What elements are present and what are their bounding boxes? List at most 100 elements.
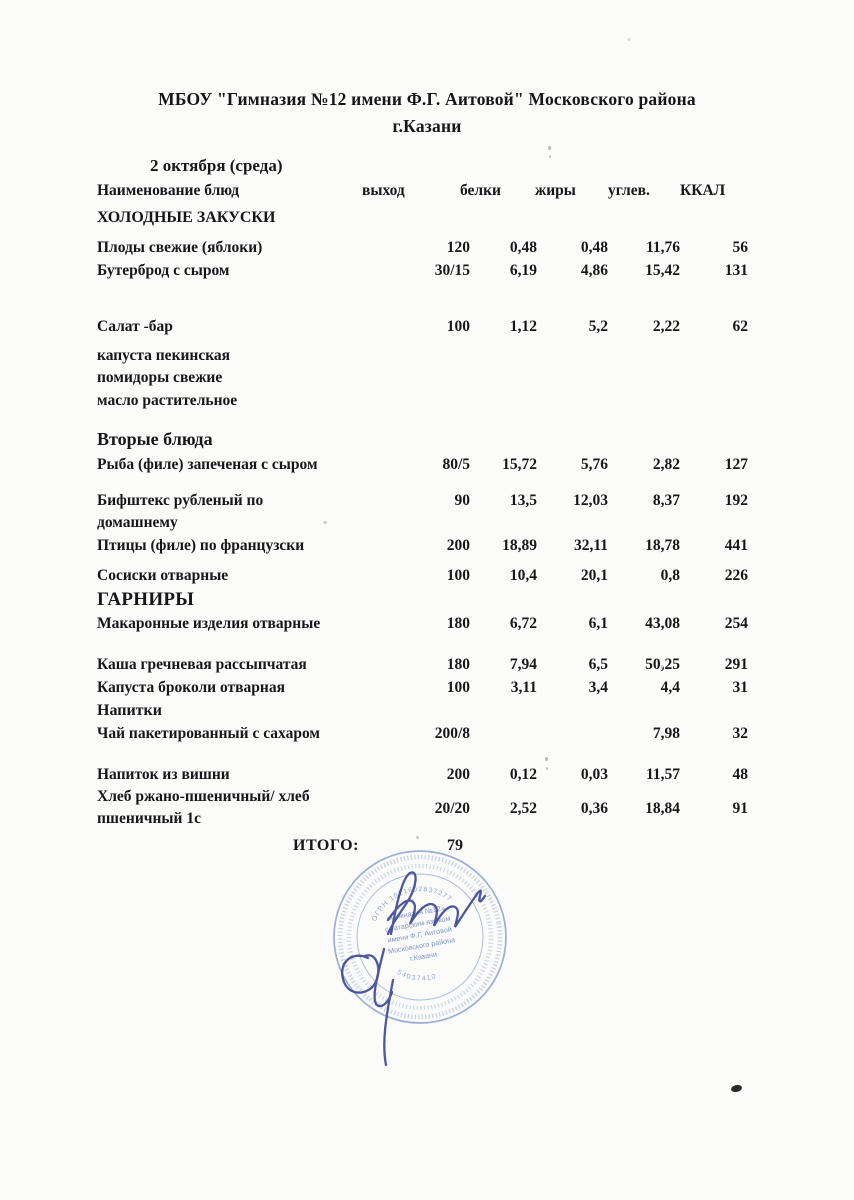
dish-fat: 0,03	[580, 766, 608, 784]
dish-kcal	[680, 426, 748, 453]
dish-fat: 12,03	[573, 492, 608, 510]
dish-out: 100	[446, 679, 470, 697]
dish-kcal: 192	[724, 492, 748, 510]
dish-name: масло растительное	[97, 391, 238, 409]
table-row: Бутерброд с сыром 30/15 6,19 4,86 15,42 …	[97, 259, 748, 282]
header-kcal: ККАЛ	[680, 182, 726, 199]
dish-name: Каша гречневая рассыпчатая	[97, 656, 307, 674]
dish-kcal: 127	[724, 456, 748, 474]
dish-protein	[470, 587, 537, 612]
dish-out: 120	[446, 239, 470, 256]
header-out: выход	[362, 182, 405, 199]
dish-carb: 0,8	[660, 567, 680, 585]
header-protein: белки	[460, 182, 501, 199]
dish-protein: 3,11	[510, 679, 537, 697]
dish-carb: 43,08	[645, 615, 680, 633]
dish-name: помидоры свежие	[97, 369, 223, 387]
scan-speck	[323, 521, 327, 524]
dish-protein: 1,12	[509, 318, 537, 335]
dish-carb	[608, 587, 680, 612]
dish-carb: 8,37	[652, 492, 680, 510]
total-value: 79	[447, 837, 463, 855]
dish-name: Капуста броколи отварная	[97, 679, 285, 697]
dish-protein: 10,4	[509, 567, 537, 585]
dish-protein: 2,52	[509, 799, 537, 817]
header-fat: жиры	[535, 182, 576, 199]
dish-out: 30/15	[434, 262, 470, 279]
dish-kcal	[680, 587, 748, 612]
dish-fat: 6,5	[588, 656, 608, 674]
dish-out: 200	[446, 766, 470, 784]
dish-carb: 11,76	[645, 239, 680, 256]
dish-protein: 6,19	[509, 262, 537, 279]
dish-out	[375, 699, 470, 722]
dish-out: 200	[446, 537, 470, 555]
dish-name: Бутерброд с сыром	[97, 262, 230, 279]
dish-carb	[608, 367, 680, 389]
dish-fat: 6,1	[588, 615, 608, 633]
stamp-graphic: ОГРН 1021602837277 «Гимназия №12» с тата…	[333, 850, 507, 1067]
dish-protein: 7,94	[509, 656, 537, 674]
scan-speck	[627, 38, 631, 41]
header-carb: углев.	[608, 182, 650, 199]
dish-fat	[537, 587, 608, 612]
dish-fat	[537, 699, 608, 722]
dish-kcal: 441	[724, 537, 748, 555]
dish-name: Сосиски отварные	[97, 567, 229, 585]
dish-kcal	[680, 345, 748, 367]
dish-protein	[470, 367, 537, 389]
dish-name: Чай пакетированный с сахаром	[97, 725, 320, 743]
table-row: Капуста броколи отварная 100 3,11 3,4 4,…	[97, 676, 748, 699]
dish-fat	[537, 206, 608, 229]
table-row: масло растительное	[97, 390, 748, 412]
dish-out: 90	[454, 492, 471, 510]
table-row: капуста пекинская	[97, 345, 748, 367]
dish-protein: 13,5	[509, 492, 537, 510]
dish-kcal: 131	[724, 262, 748, 279]
dish-fat: 0,36	[580, 799, 608, 817]
dish-carb	[608, 206, 680, 229]
dish-kcal: 31	[732, 679, 749, 697]
table-row: Бифштекс рубленый по домашнему 90 13,5 1…	[97, 490, 748, 534]
dish-carb: 11,57	[645, 766, 680, 784]
dish-out: 100	[446, 567, 470, 585]
dish-name: ГАРНИРЫ	[97, 589, 195, 611]
table-row: Хлеб ржано-пшеничный/ хлеб пшеничный 1с …	[97, 786, 748, 830]
dish-kcal	[680, 367, 748, 389]
dish-carb	[608, 345, 680, 367]
dish-out	[375, 345, 470, 367]
dish-protein: 0,12	[509, 766, 537, 784]
header-name: Наименование блюд	[97, 182, 240, 199]
dish-fat: 5,76	[580, 456, 608, 474]
table-row: Салат -бар 100 1,12 5,2 2,22 62	[97, 315, 748, 338]
dish-protein	[470, 722, 537, 745]
dish-fat	[537, 722, 608, 745]
table-header-row: Наименование блюд выход белки жиры углев…	[97, 182, 748, 206]
dish-name: капуста пекинская	[97, 347, 231, 364]
dish-fat: 4,86	[580, 262, 608, 279]
scan-speck	[661, 665, 663, 669]
table-row: Сосиски отварные 100 10,4 20,1 0,8 226	[97, 564, 748, 587]
dish-carb: 18,78	[645, 537, 680, 555]
dish-name: Рыба (филе) запеченая с сыром	[97, 456, 318, 474]
table-row: Вторые блюда	[97, 426, 748, 453]
dish-protein	[470, 345, 537, 367]
table-row: Плоды свежие (яблоки) 120 0,48 0,48 11,7…	[97, 236, 748, 259]
dish-out	[375, 206, 470, 229]
scan-speck	[549, 155, 551, 158]
dish-carb: 4,4	[660, 679, 680, 697]
menu-date: 2 октября (среда)	[150, 156, 283, 175]
dish-fat	[537, 367, 608, 389]
dish-protein	[470, 206, 537, 229]
dish-protein: 0,48	[509, 239, 537, 256]
official-stamp: ОГРН 1021602837277 «Гимназия №12» с тата…	[288, 842, 558, 1077]
table-row: помидоры свежие	[97, 367, 748, 389]
dish-carb: 15,42	[645, 262, 680, 279]
total-row: ИТОГО: 79	[97, 834, 748, 858]
dish-carb: 50,25	[608, 653, 680, 676]
dish-carb	[608, 390, 680, 412]
page-title-line2: г.Казани	[392, 116, 462, 136]
table-row: Напитки	[97, 699, 748, 722]
svg-text:54037410: 54037410	[395, 963, 438, 988]
dish-protein	[470, 390, 537, 412]
